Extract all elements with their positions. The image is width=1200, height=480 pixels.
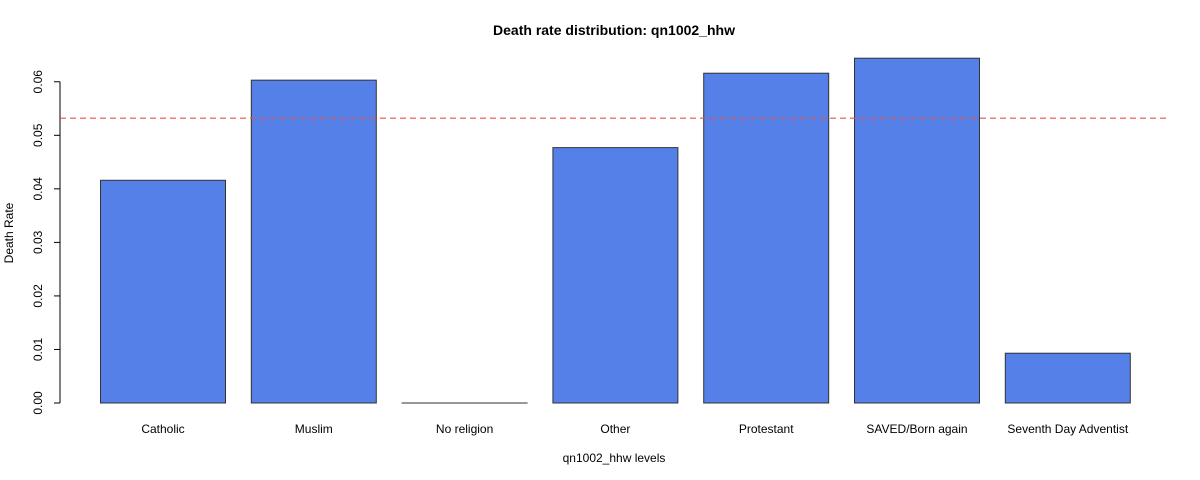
x-tick-label: No religion xyxy=(436,422,493,436)
x-axis-label: qn1002_hhw levels xyxy=(563,451,666,465)
bar-saved-born-again xyxy=(854,57,980,404)
y-tick-label: 0.05 xyxy=(31,123,45,147)
x-tick-label: Seventh Day Adventist xyxy=(1007,422,1128,436)
y-axis: 0.00 0.01 0.02 0.03 0.04 0.05 0.06 xyxy=(31,70,61,415)
bar-seventh-day-adventist xyxy=(1004,352,1131,404)
x-tick-label: Catholic xyxy=(141,422,184,436)
x-tick-label: Muslim xyxy=(295,422,333,436)
y-tick-label: 0.04 xyxy=(31,177,45,201)
bar-catholic xyxy=(100,179,226,404)
x-tick-label: Protestant xyxy=(739,422,794,436)
y-tick-label: 0.06 xyxy=(31,70,45,94)
x-tick-label: SAVED/Born again xyxy=(866,422,967,436)
y-axis-label: Death Rate xyxy=(2,202,16,263)
x-tick-labels: Catholic Muslim No religion Other Protestant… xyxy=(141,422,1129,436)
y-tick-label: 0.00 xyxy=(31,391,45,415)
x-tick-label: Other xyxy=(600,422,630,436)
bar-other xyxy=(552,147,679,404)
bar-muslim xyxy=(250,79,377,404)
chart-title: Death rate distribution: qn1002_hhw xyxy=(493,22,735,38)
bar-protestant xyxy=(703,72,830,404)
y-tick-label: 0.03 xyxy=(31,230,45,254)
y-tick-label: 0.02 xyxy=(31,284,45,308)
bars xyxy=(100,57,1131,404)
y-tick-label: 0.01 xyxy=(31,337,45,361)
